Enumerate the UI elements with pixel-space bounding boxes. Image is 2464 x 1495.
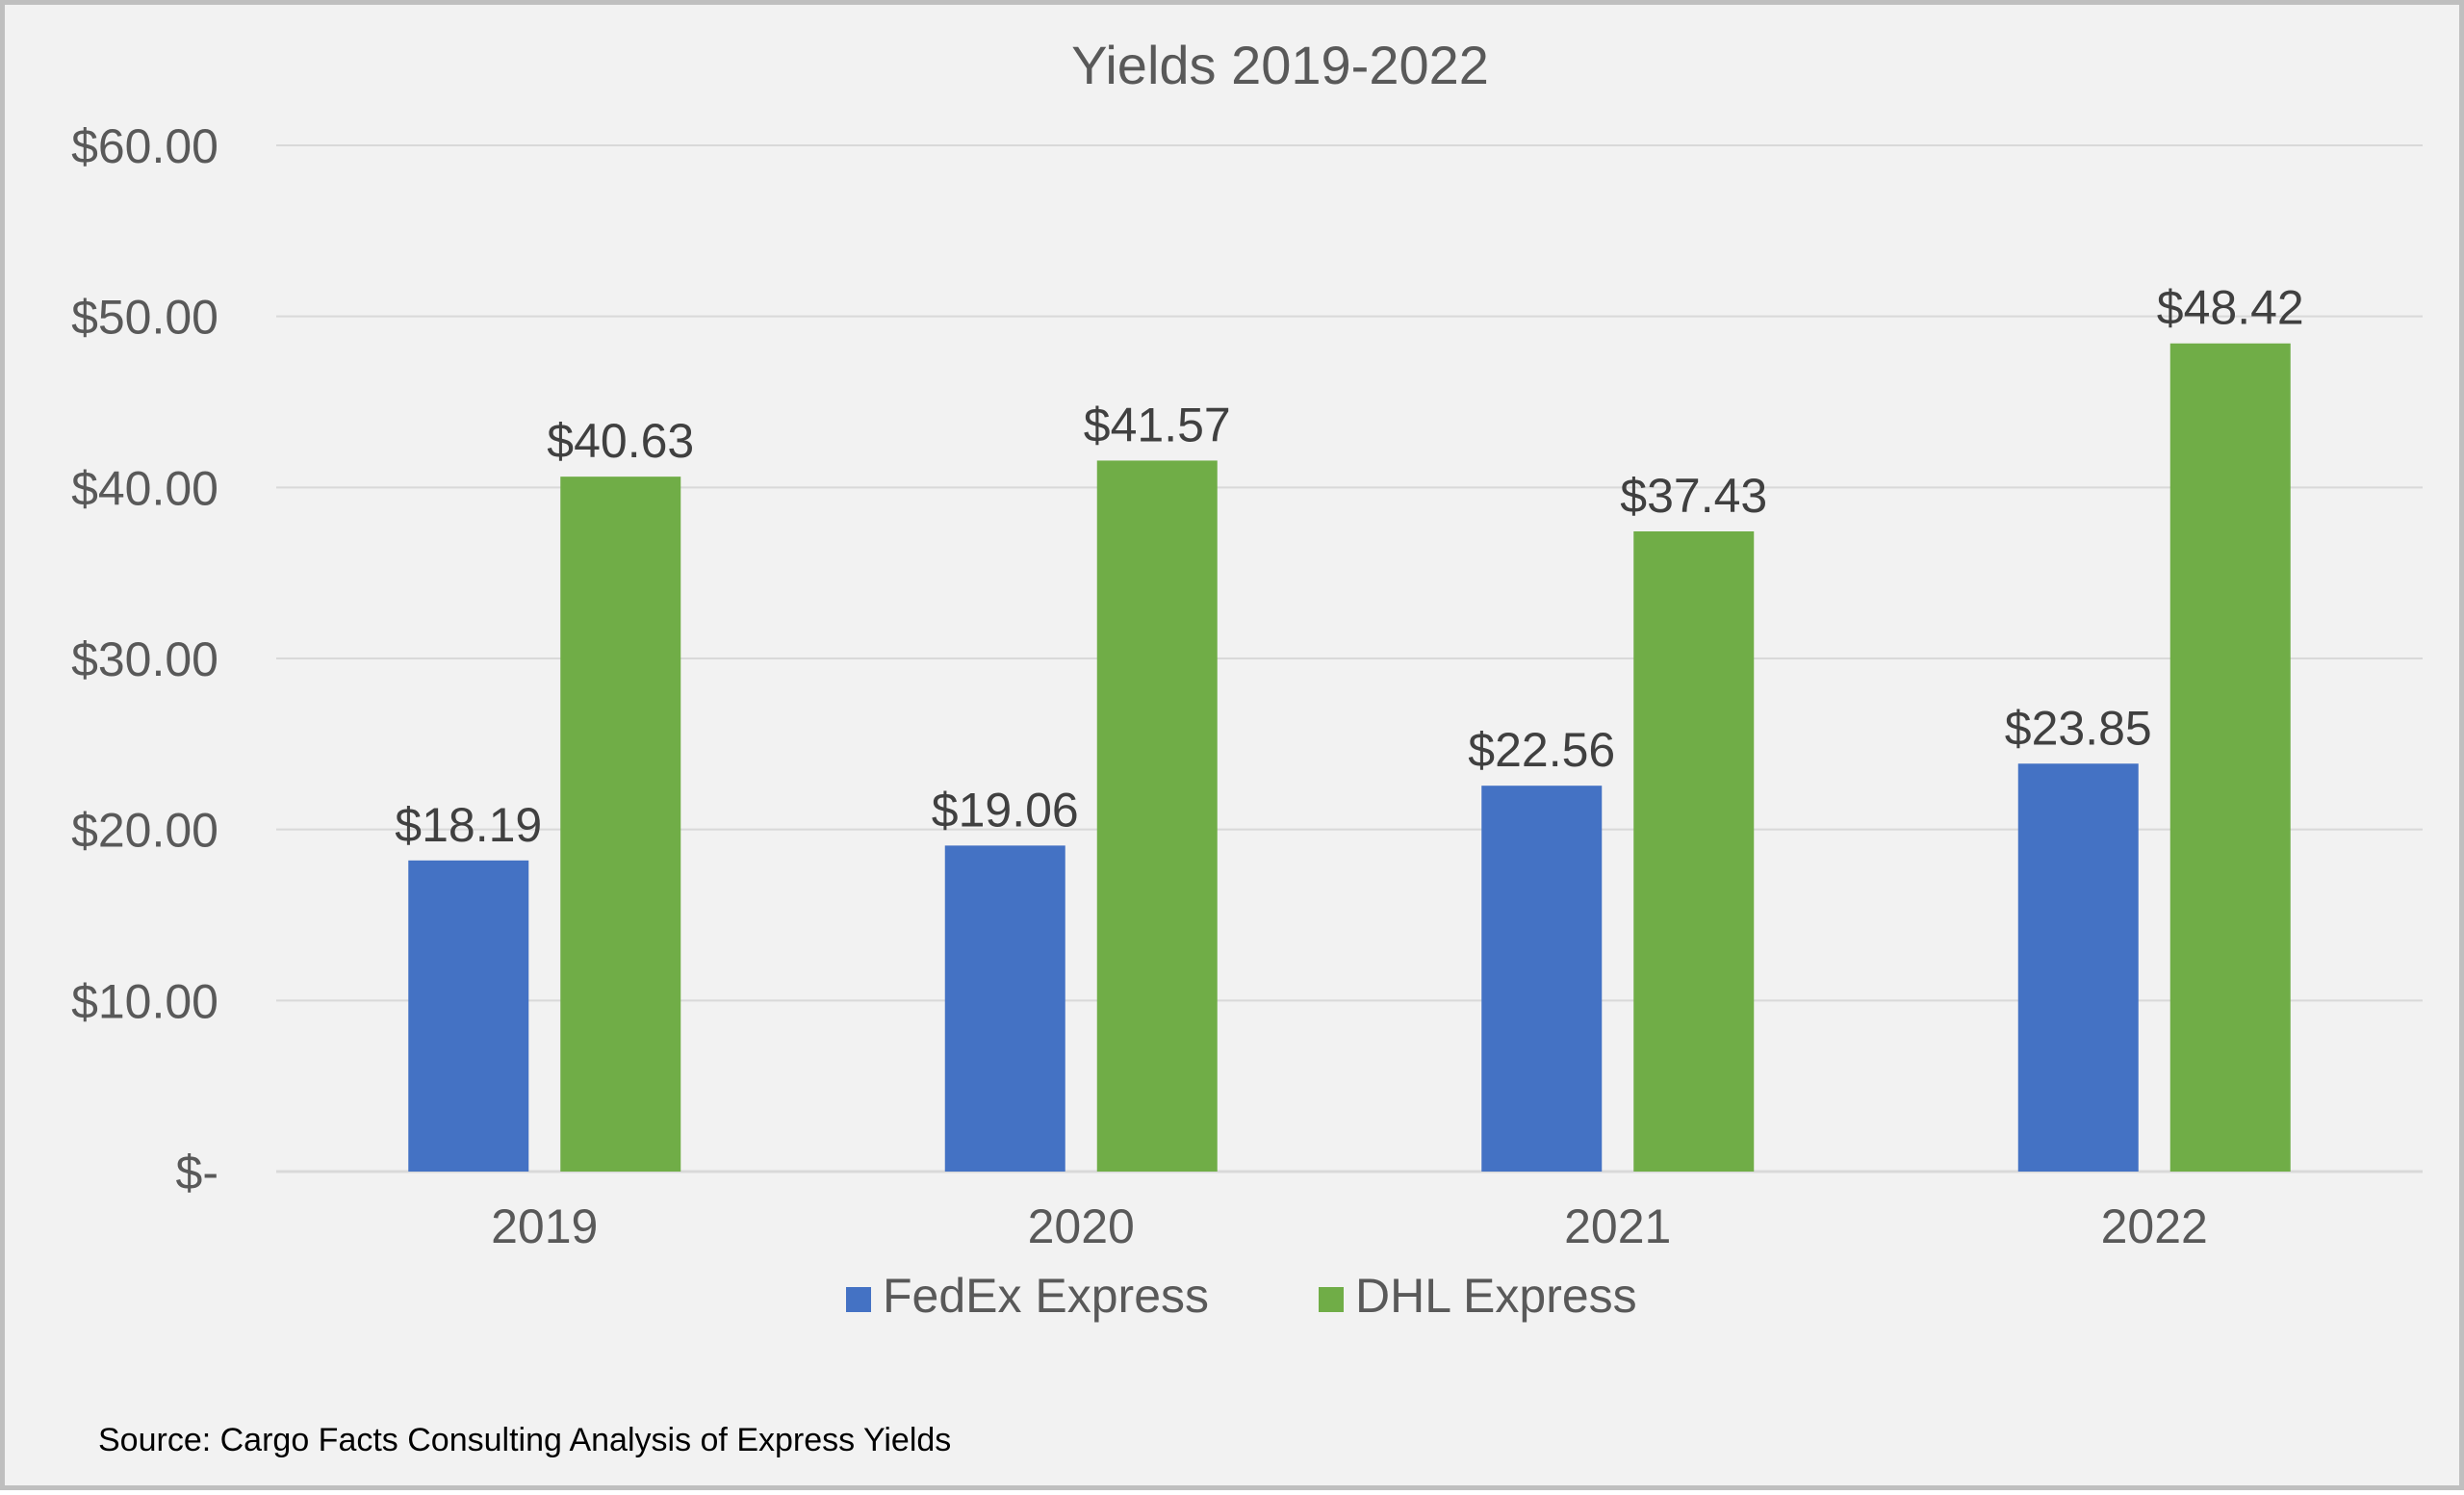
bar-dhl-express-2020 <box>1096 460 1218 1172</box>
bar-fedex-express-2019 <box>408 860 529 1172</box>
bar-chart: Yields 2019-2022 $- $10.00 $20.00 $30.00 $40… <box>71 35 2423 1458</box>
bar-fedex-express-2021 <box>1481 786 1603 1172</box>
bar-dhl-express-2019 <box>560 477 681 1172</box>
data-label: $23.85 <box>2005 701 2152 755</box>
data-label: $18.19 <box>395 798 542 852</box>
y-tick-label: $50.00 <box>71 291 218 345</box>
y-tick-label: $40.00 <box>71 461 218 515</box>
y-tick-label: $10.00 <box>71 974 218 1028</box>
chart-title: Yields 2019-2022 <box>1071 35 1489 95</box>
data-label: $22.56 <box>1468 723 1615 777</box>
legend-swatch <box>846 1287 871 1312</box>
data-label: $41.57 <box>1084 398 1231 451</box>
x-axis-ticks: 2019 2020 2021 2022 <box>491 1199 2208 1253</box>
legend-swatch <box>1319 1287 1344 1312</box>
legend: FedEx Express DHL Express <box>846 1269 1637 1323</box>
y-tick-label: $20.00 <box>71 804 218 858</box>
y-tick-label: $60.00 <box>71 119 218 173</box>
data-labels: $18.19 $40.63 $19.06 $41.57 $22.56 $37.43 $23.… <box>395 281 2303 852</box>
x-tick-label: 2022 <box>2101 1199 2208 1253</box>
y-tick-label: $- <box>176 1146 218 1199</box>
source-note: Source: Cargo Facts Consulting Analysis … <box>98 1422 951 1458</box>
bar-dhl-express-2022 <box>2169 343 2291 1172</box>
x-tick-label: 2020 <box>1028 1199 1135 1253</box>
data-label: $48.42 <box>2157 281 2304 335</box>
legend-label: DHL Express <box>1355 1269 1637 1323</box>
y-axis-ticks: $- $10.00 $20.00 $30.00 $40.00 $50.00 $60.00 <box>71 119 218 1199</box>
bar-fedex-express-2020 <box>944 845 1065 1172</box>
data-label: $37.43 <box>1620 469 1767 523</box>
y-tick-label: $30.00 <box>71 632 218 686</box>
data-label: $40.63 <box>547 414 694 468</box>
bar-dhl-express-2021 <box>1633 530 1755 1172</box>
x-tick-label: 2021 <box>1564 1199 1671 1253</box>
x-tick-label: 2019 <box>491 1199 598 1253</box>
bar-fedex-express-2022 <box>2017 763 2139 1172</box>
legend-label: FedEx Express <box>883 1269 1209 1323</box>
bars <box>408 343 2291 1172</box>
data-label: $19.06 <box>932 783 1079 837</box>
